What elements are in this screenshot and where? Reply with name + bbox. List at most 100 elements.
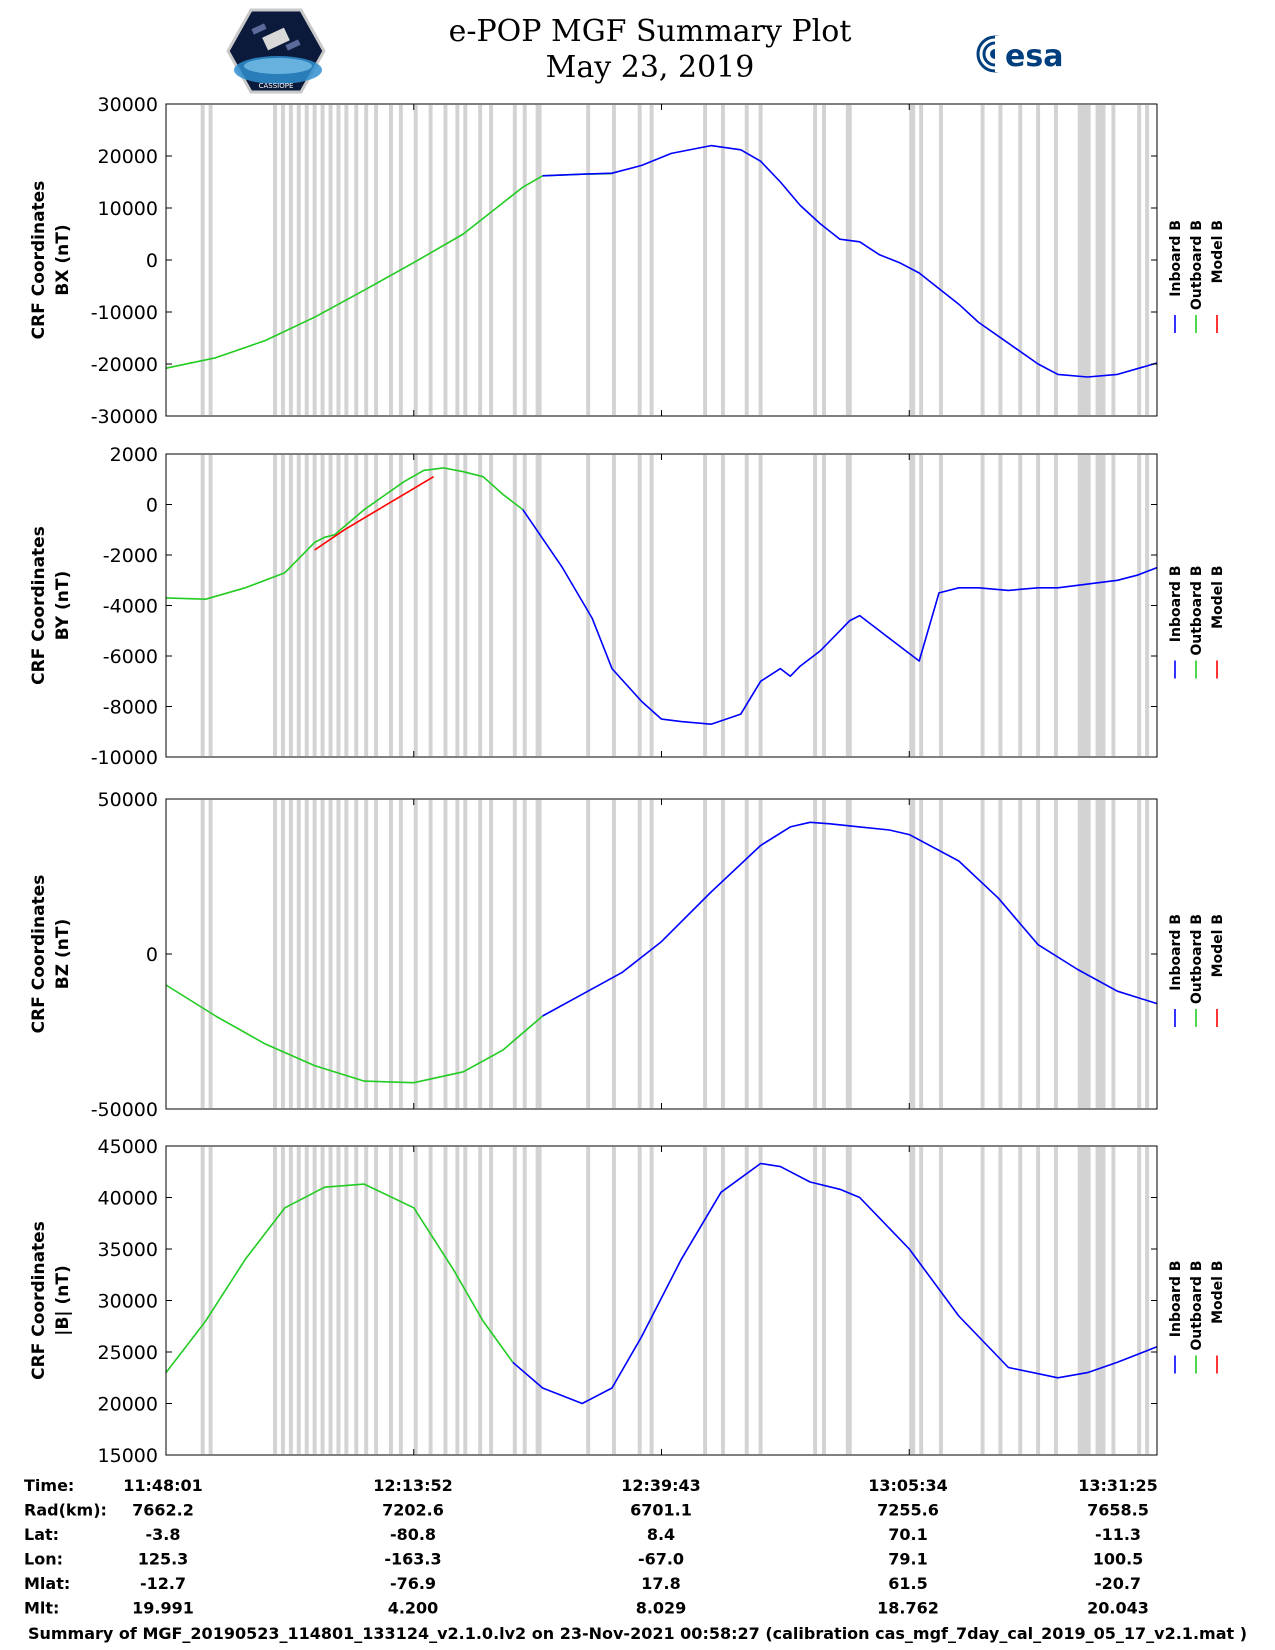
y-tick-label: 15000: [98, 1445, 158, 1467]
gap-band: [909, 105, 916, 415]
gap-band: [428, 1147, 433, 1454]
gap-band: [822, 800, 827, 1108]
gap-band: [1018, 1147, 1023, 1454]
gap-band: [443, 455, 448, 756]
gap-band: [512, 800, 517, 1108]
series-line: [314, 476, 435, 551]
legend-label: Model B: [1210, 220, 1226, 283]
ephemeris-value: -163.3: [384, 1550, 441, 1569]
gap-band: [909, 455, 916, 756]
ephemeris-value: -80.8: [390, 1525, 436, 1544]
gap-band: [980, 1147, 985, 1454]
ephemeris-value: -3.8: [146, 1525, 181, 1544]
y-tick-label: -30000: [91, 406, 158, 428]
gap-band: [1095, 455, 1106, 756]
series-line: [165, 175, 543, 369]
gap-band: [336, 800, 341, 1108]
gap-band: [611, 455, 616, 756]
gap-band: [586, 800, 591, 1108]
series-line: [542, 821, 1158, 1017]
gap-band: [364, 105, 369, 415]
y-tick-label: 0: [146, 495, 158, 517]
gap-band: [703, 800, 708, 1108]
ephemeris-row-label: Mlt:: [24, 1599, 59, 1618]
gap-band: [1036, 105, 1041, 415]
gap-band: [428, 105, 433, 415]
gap-band: [200, 105, 205, 415]
ephemeris-table: Time: Rad(km): Lat: Lon: Mlat: Mlt: 11:48:01 76…: [24, 1476, 1158, 1618]
gap-band: [344, 105, 349, 415]
y-tick-label: 45000: [98, 1136, 158, 1158]
gap-band: [703, 105, 708, 415]
gap-band: [312, 800, 317, 1108]
gap-band: [273, 455, 277, 756]
ephemeris-value: 7255.6: [877, 1501, 939, 1520]
y-tick-label: 0: [146, 250, 158, 272]
series-line: [165, 1183, 514, 1374]
gap-band: [328, 800, 333, 1108]
gap-band: [455, 105, 460, 415]
gap-band: [637, 105, 642, 415]
svg-text:CASSIOPE: CASSIOPE: [259, 82, 294, 90]
ephemeris-value: 100.5: [1093, 1550, 1144, 1569]
gap-band: [909, 800, 916, 1108]
gap-band: [413, 455, 418, 756]
gap-band: [478, 105, 483, 415]
gap-band: [328, 105, 333, 415]
ephemeris-value: 70.1: [888, 1525, 927, 1544]
gap-band: [320, 455, 325, 756]
gap-band: [328, 455, 333, 756]
gap-band: [455, 455, 460, 756]
gap-band: [200, 455, 205, 756]
gap-band: [328, 1147, 333, 1454]
gap-band: [535, 800, 542, 1108]
gap-band: [512, 105, 517, 415]
gap-band: [938, 1147, 943, 1454]
gap-band: [813, 800, 818, 1108]
gap-band: [336, 105, 341, 415]
gap-band: [312, 1147, 317, 1454]
gap-band: [344, 455, 349, 756]
gap-band: [586, 455, 591, 756]
gap-band: [1137, 455, 1142, 756]
legend-label: Inboard B: [1168, 914, 1184, 991]
y-tick-label: 50000: [98, 789, 158, 811]
gap-band: [586, 1147, 591, 1454]
gap-band: [288, 800, 293, 1108]
gap-band: [1137, 1147, 1142, 1454]
gap-band: [320, 105, 325, 415]
gap-band: [208, 1147, 213, 1454]
y-tick-label: -10000: [91, 302, 158, 324]
y-axis-label: CRF Coordinates: [29, 1221, 49, 1380]
gap-band: [998, 455, 1003, 756]
gap-band: [535, 1147, 542, 1454]
gap-band: [273, 1147, 277, 1454]
ephemeris-value: -12.7: [140, 1574, 186, 1593]
gap-band: [998, 105, 1003, 415]
gap-band: [813, 105, 818, 415]
gap-band: [304, 455, 309, 756]
gap-band: [522, 105, 527, 415]
gap-band: [200, 1147, 205, 1454]
gap-band: [1095, 1147, 1106, 1454]
series-line: [522, 509, 1158, 726]
ephemeris-value: 17.8: [641, 1574, 680, 1593]
gap-band: [388, 1147, 393, 1454]
gap-band: [1077, 800, 1091, 1108]
gap-band: [758, 105, 763, 415]
gap-band: [398, 800, 403, 1108]
gap-band: [374, 105, 379, 415]
legend-label: Inboard B: [1168, 566, 1184, 643]
gap-band: [703, 1147, 708, 1454]
gap-band: [919, 1147, 924, 1454]
gap-band: [998, 1147, 1003, 1454]
gap-band: [296, 455, 301, 756]
legend-label: Outboard B: [1189, 914, 1205, 1004]
legend-label: Outboard B: [1189, 220, 1205, 310]
legend-label: Model B: [1210, 566, 1226, 629]
gap-band: [919, 455, 924, 756]
ephemeris-value: 19.991: [132, 1599, 194, 1618]
gap-band: [919, 800, 924, 1108]
gap-band: [273, 105, 277, 415]
y-tick-label: -4000: [103, 596, 158, 618]
